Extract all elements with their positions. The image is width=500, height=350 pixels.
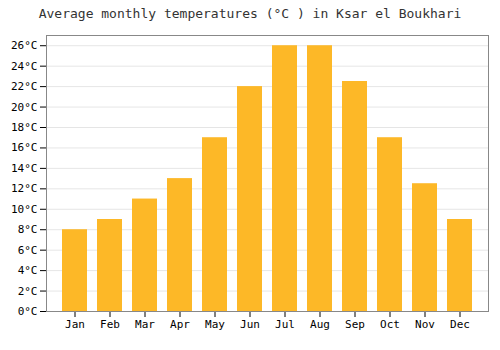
svg-text:24°C: 24°C — [11, 60, 38, 73]
svg-text:Apr: Apr — [170, 318, 190, 331]
svg-text:Jun: Jun — [240, 318, 260, 331]
svg-text:Nov: Nov — [415, 318, 435, 331]
html-text:Average monthly temperatures (: Average monthly temperatures (°C ) in Ks… — [38, 6, 462, 21]
svg-text:22°C: 22°C — [11, 80, 38, 93]
svg-text:8°C: 8°C — [18, 223, 38, 236]
svg-text:May: May — [205, 318, 225, 331]
svg-text:Sep: Sep — [345, 318, 365, 331]
svg-text:Mar: Mar — [135, 318, 155, 331]
svg-text:20°C: 20°C — [11, 101, 38, 114]
svg-text:2°C: 2°C — [18, 285, 38, 298]
svg-text:12°C: 12°C — [11, 182, 38, 195]
svg-text:26°C: 26°C — [11, 39, 38, 52]
svg-text:6°C: 6°C — [18, 244, 38, 257]
svg-text:Jul: Jul — [275, 318, 295, 331]
svg-text:Dec: Dec — [450, 318, 470, 331]
svg-text:Aug: Aug — [310, 318, 330, 331]
svg-text:Jan: Jan — [65, 318, 85, 331]
svg-text:0°C: 0°C — [18, 305, 38, 318]
svg-text:4°C: 4°C — [18, 264, 38, 277]
svg-text:18°C: 18°C — [11, 121, 38, 134]
svg-text:Feb: Feb — [100, 318, 120, 331]
svg-text:16°C: 16°C — [11, 141, 38, 154]
svg-text:10°C: 10°C — [11, 203, 38, 216]
svg-text:Oct: Oct — [380, 318, 400, 331]
svg-text:14°C: 14°C — [11, 162, 38, 175]
